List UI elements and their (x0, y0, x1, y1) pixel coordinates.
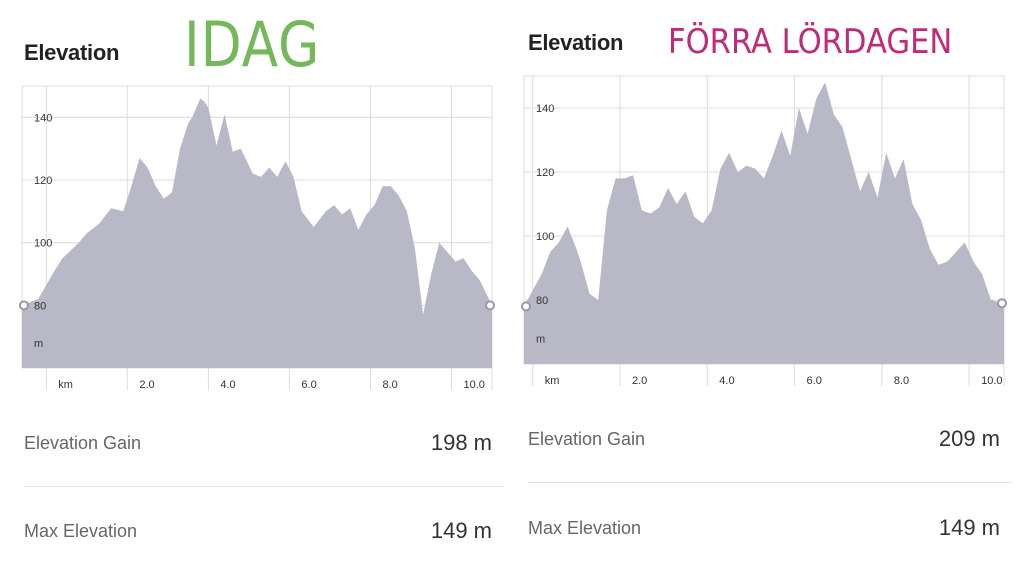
elevation-panel-today: Elevation IDAG m 80 100 120 140 km 2.0 4.0 6.0 8.… (0, 0, 510, 572)
panel-heading: Elevation (24, 40, 120, 65)
x-tick-label: 4.0 (220, 379, 235, 391)
y-tick-label: 120 (536, 167, 554, 179)
elevation-panel-last-saturday: Elevation FÖRRA LÖRDAGEN m 80 100 120 140 km 2… (512, 0, 1024, 572)
elevation-chart: m 80 100 120 140 km 2.0 4.0 6.0 8.0 10.0 (19, 85, 495, 391)
x-tick-label: 8.0 (382, 379, 397, 391)
y-tick-label: 140 (34, 112, 52, 124)
y-tick-label: m (34, 338, 43, 350)
x-tick-label: 4.0 (719, 375, 734, 387)
elevation-area (524, 82, 1004, 365)
end-point (485, 300, 495, 311)
stat-divider (528, 482, 1012, 483)
x-tick-label: 8.0 (894, 375, 909, 387)
y-tick-label: 140 (536, 103, 554, 115)
stat-label: Max Elevation (528, 517, 642, 538)
x-tick-label: 10.0 (463, 379, 484, 391)
stat-row-elevation-gain: Elevation Gain 209 m (528, 426, 1000, 451)
stat-row-max-elevation: Max Elevation 149 m (24, 518, 492, 543)
elevation-chart: m 80 100 120 140 km 2.0 4.0 6.0 8.0 10.0 (521, 75, 1007, 387)
stat-label: Max Elevation (24, 520, 138, 541)
y-tick-label: 100 (536, 231, 554, 243)
x-tick-label: 6.0 (807, 375, 822, 387)
x-tick-label: 2.0 (632, 375, 647, 387)
stat-divider (24, 486, 504, 487)
y-tick-label: 100 (34, 238, 52, 250)
x-tick-label: km (58, 379, 73, 391)
x-tick-label: 6.0 (301, 379, 316, 391)
y-tick-label: 120 (34, 175, 52, 187)
x-tick-label: 10.0 (981, 375, 1002, 387)
stat-row-elevation-gain: Elevation Gain 198 m (24, 430, 492, 455)
x-tick-label: 2.0 (139, 379, 154, 391)
panel-tag: IDAG (184, 8, 321, 81)
start-point (521, 301, 531, 312)
stat-label: Elevation Gain (528, 428, 646, 449)
x-tick-label: km (545, 375, 560, 387)
end-point (997, 298, 1007, 309)
start-point (19, 300, 29, 311)
panel-tag: FÖRRA LÖRDAGEN (668, 22, 953, 62)
stat-value: 198 m (430, 430, 492, 455)
stat-row-max-elevation: Max Elevation 149 m (528, 515, 1000, 540)
stat-label: Elevation Gain (24, 432, 142, 453)
panel-heading: Elevation (528, 30, 624, 55)
y-tick-label: m (536, 333, 545, 345)
y-tick-label: 80 (536, 295, 548, 307)
elevation-area (22, 98, 492, 368)
stat-value: 209 m (938, 426, 1000, 451)
stat-value: 149 m (430, 518, 492, 543)
y-tick-label: 80 (34, 300, 46, 312)
stat-value: 149 m (938, 515, 1000, 540)
